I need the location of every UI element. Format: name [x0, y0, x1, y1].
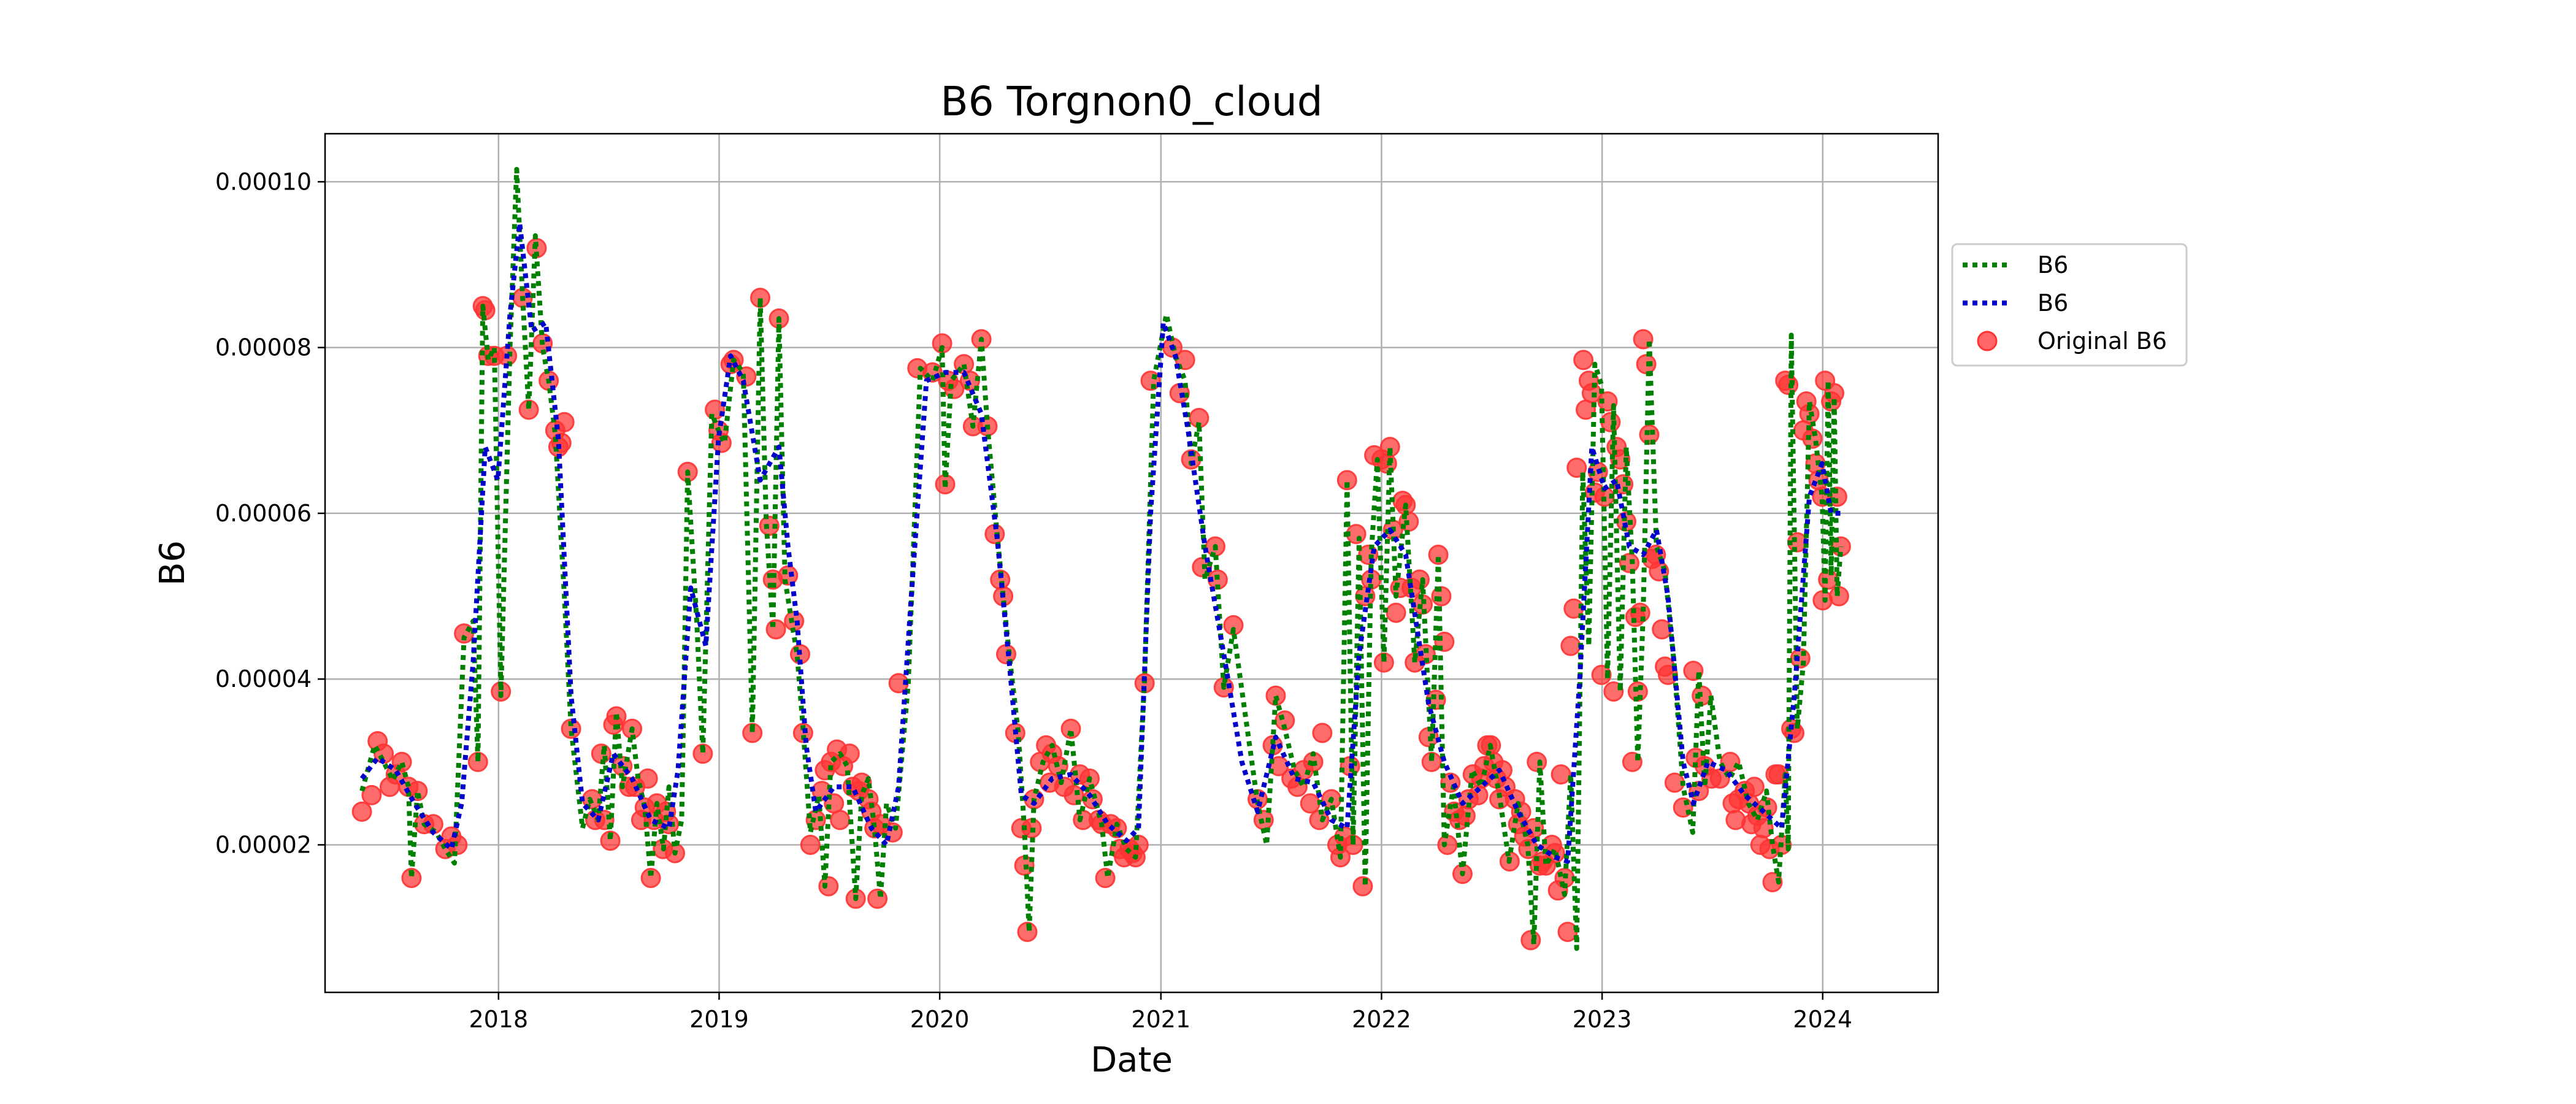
scatter-point	[1312, 723, 1333, 743]
scatter-point	[765, 619, 786, 640]
scatter-point	[932, 333, 953, 354]
scatter-point	[1560, 635, 1581, 656]
scatter-point	[361, 784, 382, 805]
legend-label: B6	[2037, 251, 2068, 278]
scatter-point	[1336, 470, 1357, 491]
series-line-blue	[359, 220, 1841, 864]
scatter-point	[1386, 602, 1406, 623]
ticks: 2018 2019 2020 2021 2022 2023 2024 0.00002 0.000…	[215, 168, 1852, 1033]
scatter-point	[1421, 751, 1442, 772]
scatter-point	[1017, 921, 1038, 942]
scatter-point	[351, 801, 372, 822]
x-tick-label: 2024	[1793, 1006, 1852, 1033]
scatter-point	[1778, 375, 1799, 395]
y-tick-label: 0.00006	[215, 500, 312, 527]
scatter-point	[1762, 872, 1783, 892]
scatter-point	[1373, 652, 1394, 673]
scatter-point	[1428, 545, 1449, 565]
plot-frame	[324, 132, 1939, 994]
series-layer	[351, 167, 1851, 951]
scatter-point	[518, 399, 539, 420]
legend-label: B6	[2037, 289, 2068, 316]
scatter-point	[1060, 718, 1081, 739]
scatter-point	[867, 888, 888, 909]
scatter-point	[1300, 793, 1321, 814]
y-axis-title: B6	[153, 540, 193, 586]
legend-label: Original B6	[2037, 328, 2167, 355]
y-tick-label: 0.00002	[215, 831, 312, 858]
scatter-point	[1573, 350, 1594, 370]
scatter-point	[640, 868, 661, 888]
legend-frame	[1951, 243, 2188, 367]
chart-title: B6 Torgnon0_cloud	[940, 78, 1322, 125]
y-tick-label: 0.00010	[215, 168, 312, 195]
x-tick-label: 2020	[910, 1006, 970, 1033]
scatter-point	[1527, 751, 1547, 772]
scatter-point	[561, 718, 581, 739]
scatter-point	[839, 743, 860, 764]
scatter-point	[637, 768, 658, 789]
legend-swatch-red-marker	[1977, 331, 1998, 351]
series-line-green	[359, 167, 1844, 951]
scatter-point	[1566, 458, 1587, 478]
scatter-point	[391, 751, 412, 772]
y-tick-label: 0.00004	[215, 665, 312, 692]
x-tick-label: 2019	[689, 1006, 749, 1033]
x-axis-title: Date	[1091, 1040, 1173, 1080]
x-tick-label: 2018	[469, 1006, 528, 1033]
scatter-point	[742, 723, 763, 743]
scatter-point	[401, 868, 422, 888]
scatter-point	[692, 743, 713, 764]
legend: B6 B6 Original B6	[1951, 243, 2188, 367]
scatter-point	[1379, 437, 1400, 458]
y-tick-label: 0.00008	[215, 334, 312, 361]
scatter-point	[818, 876, 839, 897]
scatter-point	[800, 835, 821, 855]
scatter-point	[1551, 764, 1571, 785]
scatter-point	[467, 751, 488, 772]
x-tick-label: 2022	[1352, 1006, 1411, 1033]
scatter-point	[1358, 545, 1379, 565]
scatter-point	[1140, 370, 1161, 391]
x-tick-label: 2023	[1573, 1006, 1632, 1033]
scatter-point	[830, 810, 851, 830]
scatter-point	[600, 830, 621, 851]
x-tick-label: 2021	[1131, 1006, 1190, 1033]
